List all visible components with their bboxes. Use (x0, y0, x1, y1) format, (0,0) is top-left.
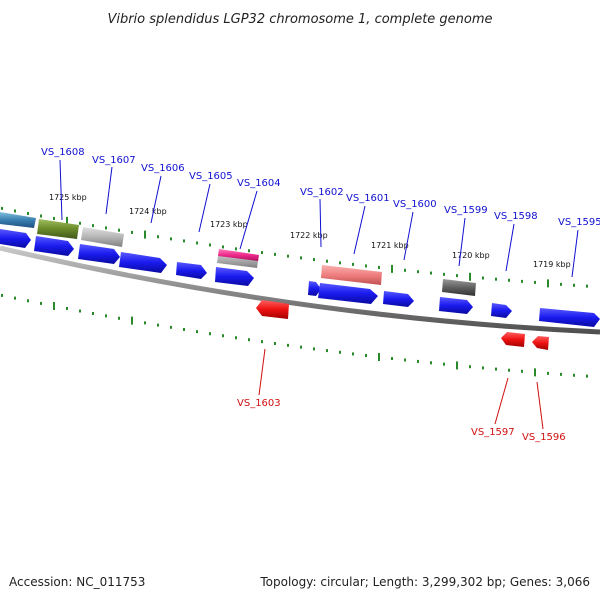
forward-gene-label[interactable]: VS_1598 (494, 211, 538, 222)
feature-block[interactable] (321, 265, 382, 285)
feature-block[interactable] (442, 279, 476, 296)
feature-block[interactable] (81, 227, 124, 247)
map-title: Vibrio splendidus LGP32 chromosome 1, co… (107, 12, 492, 27)
forward-gene-label[interactable]: VS_1606 (141, 163, 185, 174)
reverse-gene-label[interactable]: VS_1597 (471, 427, 515, 438)
forward-gene-label[interactable]: VS_1601 (346, 193, 390, 204)
forward-gene-arrow[interactable] (78, 244, 120, 264)
reverse-gene-label[interactable]: VS_1603 (237, 398, 281, 409)
feature-row-outer (0, 212, 476, 296)
forward-strand-track (0, 229, 600, 327)
reverse-gene-arrow[interactable] (532, 336, 549, 350)
forward-label-leaders (59, 159, 579, 278)
forward-gene-label[interactable]: VS_1602 (300, 187, 344, 198)
kbp-label: 1722 kbp (290, 231, 328, 240)
forward-gene-arrow[interactable] (539, 308, 600, 327)
feature-block[interactable] (0, 212, 36, 228)
forward-gene-label[interactable]: VS_1607 (92, 155, 136, 166)
lower-tick-track (1, 293, 588, 378)
kbp-label: 1719 kbp (533, 260, 571, 269)
forward-gene-arrow[interactable] (176, 262, 207, 279)
feature-block[interactable] (37, 219, 79, 239)
forward-gene-label[interactable]: VS_1608 (41, 147, 85, 158)
forward-gene-label[interactable]: VS_1595 (558, 217, 600, 228)
reverse-strand-track (256, 300, 549, 350)
forward-gene-label[interactable]: VS_1604 (237, 178, 281, 189)
forward-gene-arrow[interactable] (318, 283, 378, 304)
kbp-label: 1725 kbp (49, 193, 87, 202)
reverse-gene-arrow[interactable] (256, 300, 289, 319)
kbp-label: 1723 kbp (210, 220, 248, 229)
forward-gene-arrow[interactable] (34, 236, 74, 256)
forward-gene-arrow[interactable] (439, 297, 473, 314)
kbp-label: 1720 kbp (452, 251, 490, 260)
feature-block[interactable] (218, 249, 259, 261)
forward-gene-label[interactable]: VS_1600 (393, 199, 437, 210)
kbp-label: 1721 kbp (371, 241, 409, 250)
forward-gene-arrow[interactable] (308, 281, 321, 296)
forward-gene-arrow[interactable] (491, 303, 512, 318)
forward-gene-arrow[interactable] (215, 267, 254, 286)
forward-gene-arrow[interactable] (0, 229, 31, 248)
forward-gene-label[interactable]: VS_1599 (444, 205, 488, 216)
upper-tick-track (1, 206, 588, 288)
reverse-gene-arrow[interactable] (501, 332, 525, 347)
forward-gene-label[interactable]: VS_1605 (189, 171, 233, 182)
genome-summary-text: Topology: circular; Length: 3,299,302 bp… (259, 575, 590, 589)
kbp-label: 1724 kbp (129, 207, 167, 216)
forward-gene-arrow[interactable] (383, 291, 414, 307)
reverse-gene-label[interactable]: VS_1596 (522, 432, 566, 443)
chromosome-backbone (0, 245, 600, 335)
forward-gene-arrow[interactable] (119, 252, 167, 273)
accession-text: Accession: NC_011753 (9, 575, 145, 589)
reverse-label-leaders (258, 348, 544, 430)
